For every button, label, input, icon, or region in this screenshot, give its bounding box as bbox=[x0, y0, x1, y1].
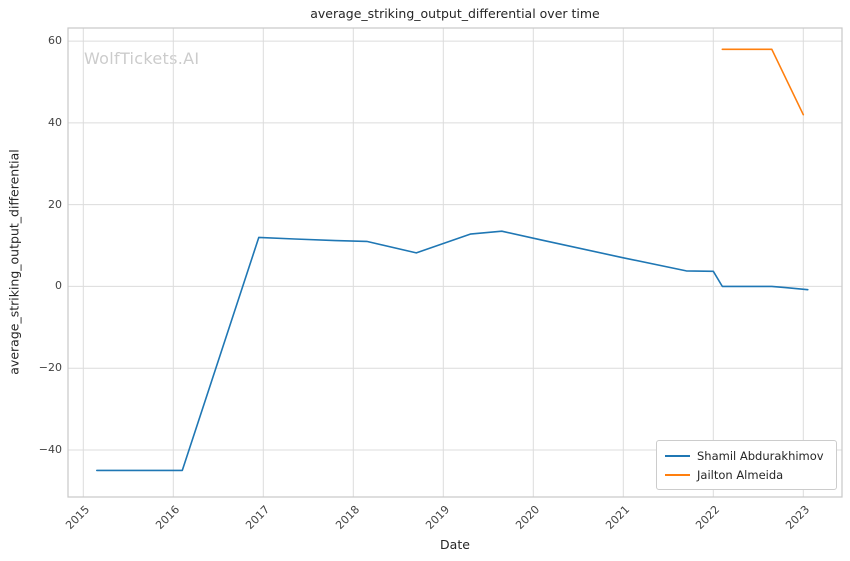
x-axis-label: Date bbox=[440, 537, 470, 552]
y-axis-label: average_striking_output_differential bbox=[6, 149, 22, 375]
legend-item: Shamil Abdurakhimov bbox=[665, 446, 828, 465]
legend-label: Jailton Almeida bbox=[697, 467, 784, 482]
legend-label: Shamil Abdurakhimov bbox=[697, 448, 824, 463]
y-tick-label: 0 bbox=[55, 279, 62, 293]
y-tick-label: 20 bbox=[48, 197, 62, 211]
legend: Shamil Abdurakhimov Jailton Almeida bbox=[656, 440, 837, 490]
legend-line-swatch bbox=[665, 454, 690, 457]
chart-title: average_striking_output_differential ove… bbox=[310, 6, 600, 21]
y-tick-label: 60 bbox=[48, 34, 62, 48]
y-tick-label: 40 bbox=[48, 115, 62, 129]
watermark: WolfTickets.AI bbox=[84, 49, 200, 68]
legend-line-swatch bbox=[665, 473, 690, 476]
legend-item: Jailton Almeida bbox=[665, 465, 828, 484]
y-tick-label: −20 bbox=[38, 361, 62, 375]
y-tick-label: −40 bbox=[38, 442, 62, 456]
